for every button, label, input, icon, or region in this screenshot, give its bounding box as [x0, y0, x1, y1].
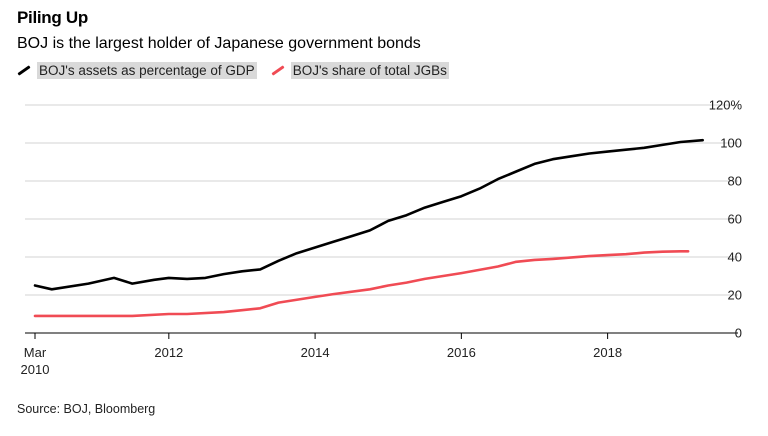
y-tick-label: 80	[728, 174, 742, 189]
chart-subtitle: BOJ is the largest holder of Japanese go…	[17, 35, 421, 52]
x-tick-sublabel: 2010	[21, 362, 50, 377]
x-tick-label: Mar	[24, 345, 47, 360]
source-note: Source: BOJ, Bloomberg	[17, 402, 156, 416]
series-line-assets-gdp	[33, 138, 704, 291]
series-line-jgb-share	[33, 250, 690, 318]
y-tick-label: 120%	[709, 98, 743, 113]
x-tick-label: 2012	[154, 345, 183, 360]
y-tick-label: 40	[728, 250, 742, 265]
x-tick-label: 2018	[593, 345, 622, 360]
y-tick-label: 20	[728, 288, 742, 303]
y-tick-label: 0	[735, 326, 742, 341]
chart-title: Piling Up	[17, 8, 88, 27]
axes: 0 20 40 60 80 100 120% Mar 2010 2012 2014 2016 2018	[21, 98, 743, 378]
y-tick-label: 60	[728, 212, 742, 227]
legend-label-jgb-share: BOJ's share of total JGBs	[290, 62, 449, 79]
legend-item-jgb-share: BOJ's share of total JGBs	[271, 62, 449, 79]
legend-item-assets: BOJ's assets as percentage of GDP	[17, 62, 257, 79]
gridlines	[25, 104, 738, 334]
y-tick-label: 100	[720, 136, 742, 151]
legend: BOJ's assets as percentage of GDP BOJ's …	[17, 62, 463, 79]
x-tick-label: 2014	[301, 345, 330, 360]
x-tick-label: 2016	[447, 345, 476, 360]
legend-label-assets: BOJ's assets as percentage of GDP	[37, 62, 257, 79]
series	[33, 138, 704, 318]
